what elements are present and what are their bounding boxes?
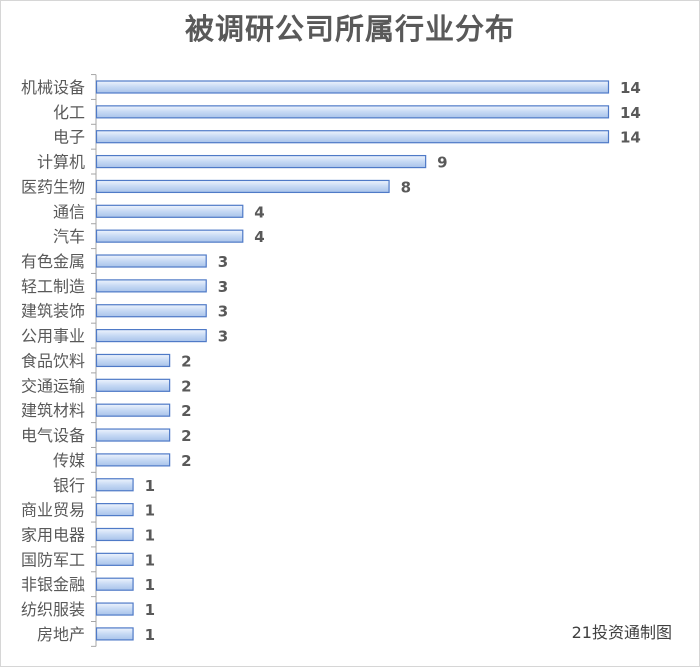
- data-label: 3: [218, 253, 228, 271]
- bar: [95, 329, 207, 343]
- bar: [95, 279, 207, 293]
- category-label: 家用电器: [21, 525, 85, 544]
- data-label: 14: [620, 79, 641, 97]
- chart-title: 被调研公司所属行业分布: [184, 12, 515, 46]
- bar: [95, 304, 207, 318]
- data-label: 1: [145, 502, 155, 520]
- data-label: 2: [181, 352, 191, 370]
- bar: [95, 503, 134, 517]
- category-label: 计算机: [37, 153, 85, 172]
- category-label: 化工: [53, 103, 85, 122]
- category-label: 纺织服装: [21, 600, 85, 619]
- data-label: 9: [437, 154, 447, 172]
- category-label: 银行: [53, 476, 85, 495]
- bar: [95, 80, 610, 94]
- data-label: 14: [620, 129, 641, 147]
- data-label: 4: [254, 228, 264, 246]
- data-label: 1: [145, 526, 155, 544]
- category-label: 电气设备: [21, 426, 85, 445]
- data-label: 2: [181, 402, 191, 420]
- category-label: 汽车: [53, 227, 85, 246]
- category-label: 通信: [53, 202, 85, 221]
- category-label: 房地产: [37, 625, 85, 644]
- category-label: 国防军工: [21, 550, 85, 569]
- category-label: 公用事业: [21, 327, 85, 346]
- category-label: 交通运输: [21, 376, 85, 395]
- data-label: 3: [218, 328, 228, 346]
- bar: [95, 602, 134, 616]
- bar: [95, 204, 244, 218]
- bar: [95, 527, 134, 542]
- data-label: 14: [620, 104, 641, 122]
- category-label: 医药生物: [21, 177, 85, 196]
- bar: [95, 577, 134, 591]
- category-label: 建筑装饰: [21, 302, 85, 321]
- data-label: 2: [181, 377, 191, 395]
- category-label: 轻工制造: [21, 277, 85, 296]
- data-label: 8: [401, 178, 411, 196]
- bar: [95, 105, 610, 119]
- data-label: 3: [218, 303, 228, 321]
- bar: [95, 254, 207, 268]
- category-label: 有色金属: [21, 252, 85, 271]
- category-label: 建筑材料: [21, 401, 85, 420]
- bar: [95, 229, 244, 243]
- bar: [95, 353, 171, 368]
- category-label: 商业贸易: [21, 501, 85, 520]
- bar: [95, 154, 427, 169]
- bar: [95, 552, 134, 566]
- bar: [95, 378, 171, 392]
- bar: [95, 428, 171, 442]
- data-label: 1: [145, 477, 155, 495]
- bar: [95, 478, 134, 492]
- bar: [95, 453, 171, 467]
- data-label: 1: [145, 626, 155, 644]
- bar: [95, 627, 134, 641]
- category-label: 非银金融: [21, 575, 85, 594]
- data-label: 4: [254, 203, 264, 221]
- source-note: 21投资通制图: [571, 623, 672, 642]
- bar: [95, 403, 171, 417]
- data-label: 3: [218, 278, 228, 296]
- category-label: 机械设备: [21, 78, 85, 97]
- data-label: 1: [145, 576, 155, 594]
- category-label: 传媒: [53, 451, 85, 470]
- data-label: 2: [181, 427, 191, 445]
- data-label: 2: [181, 452, 191, 470]
- data-label: 1: [145, 601, 155, 619]
- bar: [95, 130, 610, 144]
- category-label: 电子: [53, 128, 85, 147]
- bar: [95, 179, 390, 194]
- data-label: 1: [145, 551, 155, 569]
- category-label: 食品饮料: [21, 351, 85, 370]
